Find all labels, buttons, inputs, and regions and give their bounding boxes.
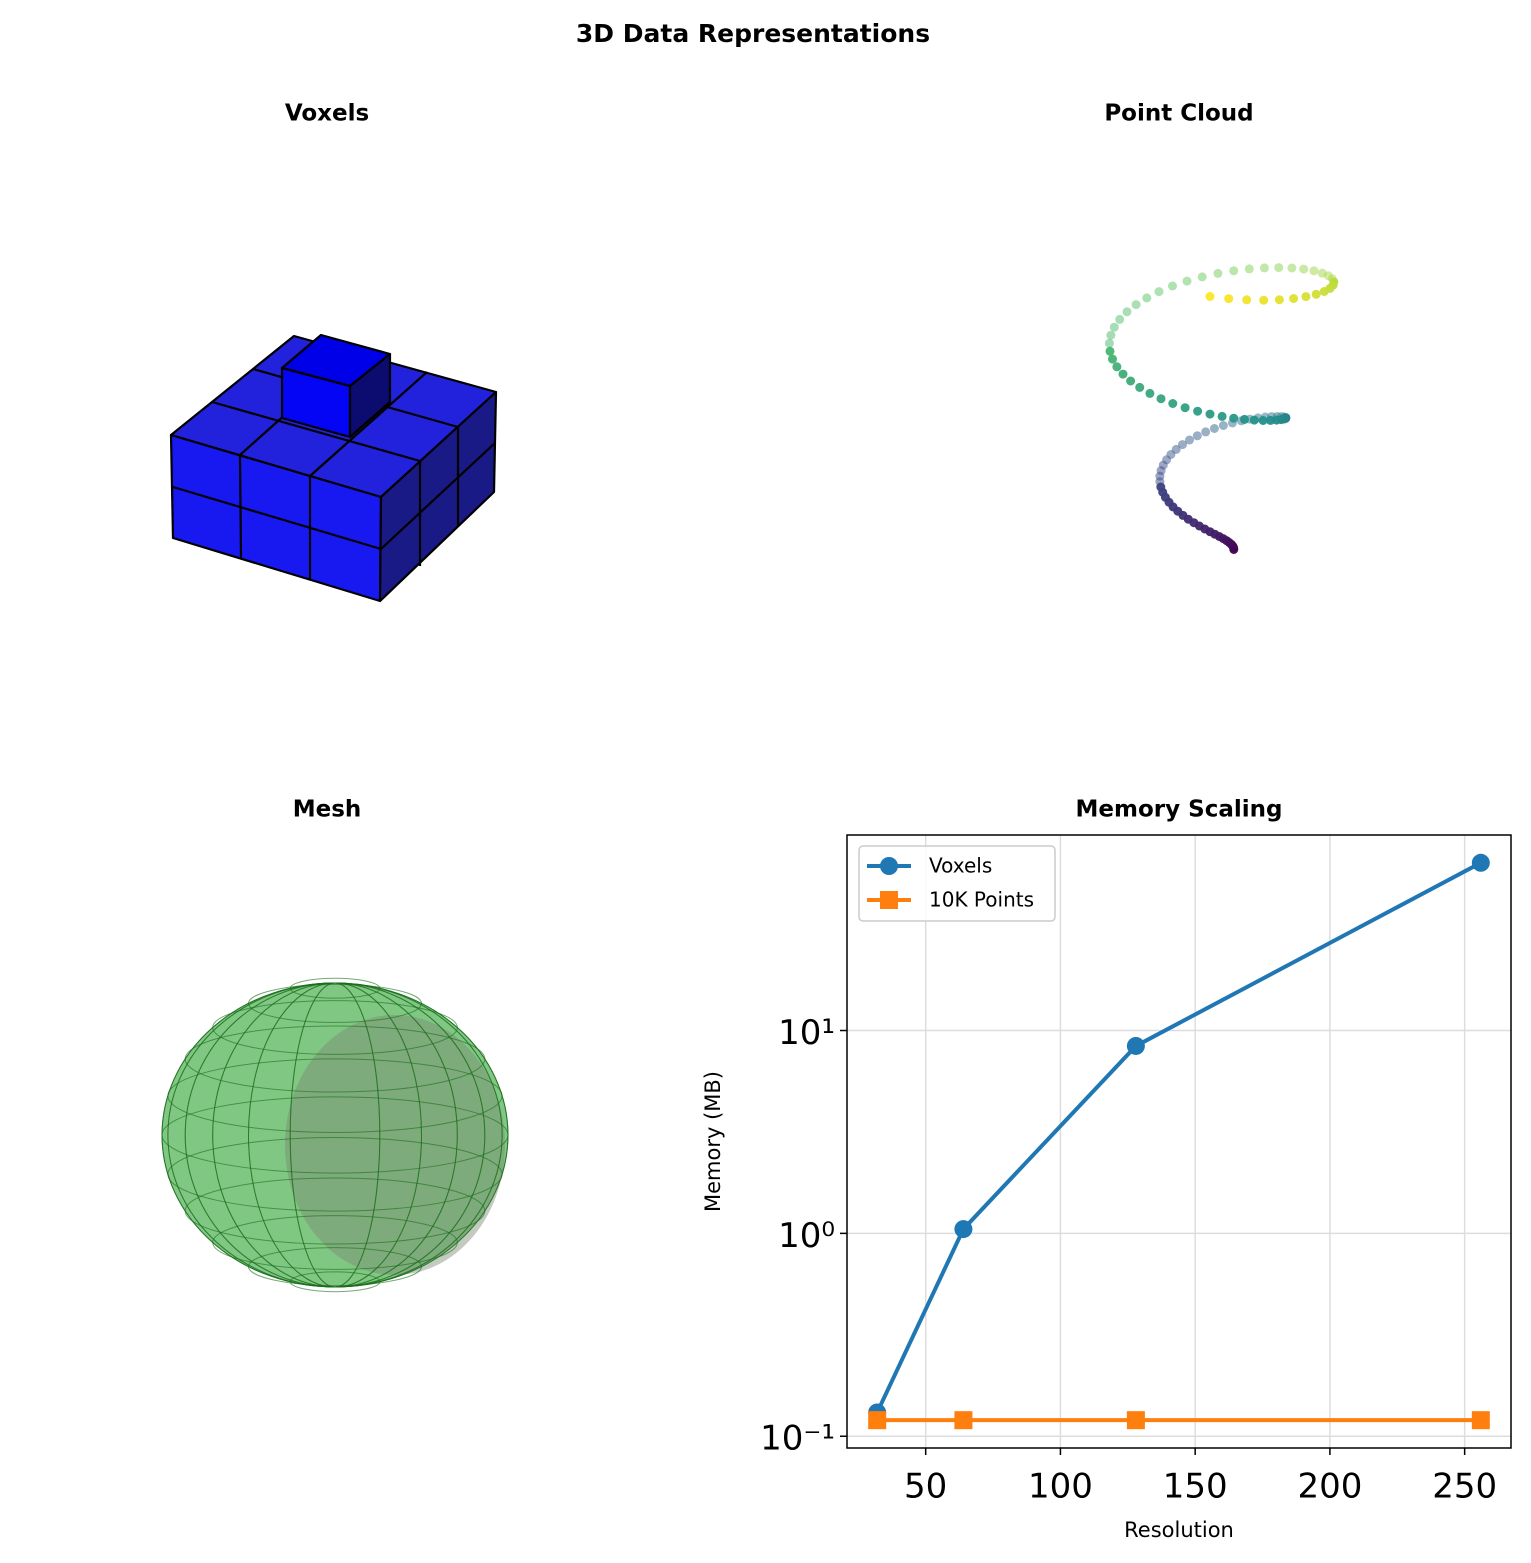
marker	[1471, 1411, 1490, 1430]
point	[1274, 263, 1284, 273]
voxel-edge	[211, 400, 421, 463]
mesh-line	[167, 982, 503, 1288]
point	[1205, 292, 1215, 301]
marker	[868, 1411, 887, 1430]
x-tick-label: 100	[1028, 1467, 1093, 1507]
point	[1197, 272, 1207, 282]
point	[1112, 362, 1122, 372]
marker	[1471, 853, 1490, 872]
x-tick-label: 250	[1432, 1467, 1497, 1507]
point	[1319, 287, 1329, 296]
point	[1301, 292, 1311, 302]
point	[1213, 268, 1223, 278]
point	[1109, 322, 1119, 332]
point	[1192, 431, 1202, 441]
point	[1274, 295, 1284, 305]
voxel-edge	[380, 442, 496, 550]
point	[1180, 403, 1190, 413]
point	[1240, 414, 1249, 424]
x-tick-label: 150	[1163, 1467, 1228, 1507]
point	[1266, 415, 1275, 425]
point	[1171, 444, 1181, 454]
x-tick-label: 200	[1297, 1467, 1362, 1507]
point	[1185, 435, 1194, 445]
legend-marker	[880, 891, 898, 909]
legend-label: Voxels	[929, 854, 992, 878]
point	[1126, 376, 1136, 386]
point	[1249, 415, 1259, 425]
plot-frame	[846, 834, 1512, 1449]
y-tick-label: 10¹	[778, 1013, 835, 1053]
figure-title: 3D Data Representations	[576, 19, 930, 48]
point	[1311, 289, 1321, 299]
point	[1115, 314, 1125, 324]
point	[1209, 424, 1219, 433]
point	[1182, 276, 1192, 286]
subplot-title: Point Cloud	[1104, 101, 1253, 127]
voxel-edge	[309, 371, 428, 477]
subplot-title: Mesh	[293, 797, 362, 823]
x-axis-label: Resolution	[1124, 1518, 1234, 1542]
point	[1178, 440, 1187, 450]
point	[1118, 369, 1128, 379]
point	[1104, 338, 1114, 348]
point	[1168, 399, 1178, 408]
marker	[1126, 1036, 1145, 1055]
marker	[1126, 1411, 1145, 1430]
y-axis-label: Memory (MB)	[701, 1071, 725, 1212]
point	[1122, 307, 1132, 317]
voxel-plot	[169, 333, 498, 603]
y-tick-label: 10⁰	[778, 1216, 835, 1256]
point	[1217, 411, 1227, 421]
point	[1154, 287, 1164, 297]
point	[1299, 264, 1309, 274]
point	[1289, 294, 1299, 303]
point	[1242, 295, 1252, 305]
point	[1205, 409, 1215, 419]
x-tick-label: 50	[904, 1467, 947, 1507]
point	[1168, 281, 1177, 291]
point	[1224, 294, 1234, 304]
point	[1108, 354, 1117, 364]
mesh-plot	[161, 977, 509, 1293]
voxel-edge	[238, 454, 243, 559]
point	[1244, 264, 1254, 274]
point	[1259, 263, 1269, 273]
point	[1142, 293, 1152, 303]
point	[1145, 388, 1155, 398]
marker	[954, 1411, 973, 1430]
legend-label: 10K Points	[929, 888, 1034, 912]
subplot-title: Voxels	[285, 101, 369, 127]
point	[1131, 300, 1141, 310]
point	[1258, 416, 1268, 425]
point-cloud	[1104, 263, 1339, 554]
point	[1105, 346, 1115, 356]
point	[1193, 406, 1203, 416]
series-line	[875, 861, 1482, 1414]
voxel-edge	[172, 485, 382, 551]
point	[1287, 263, 1297, 273]
marker	[954, 1220, 973, 1239]
point	[1229, 266, 1239, 276]
point	[1201, 427, 1211, 437]
point	[1218, 421, 1228, 430]
legend-marker	[880, 857, 898, 875]
y-tick-label: 10⁻¹	[760, 1419, 835, 1459]
point	[1135, 382, 1145, 392]
point	[1309, 266, 1319, 276]
voxel-face	[348, 352, 392, 439]
point	[1156, 394, 1166, 404]
point	[1229, 413, 1239, 423]
point	[1259, 295, 1269, 305]
point	[1106, 330, 1116, 340]
subplot-title: Memory Scaling	[1076, 797, 1283, 823]
